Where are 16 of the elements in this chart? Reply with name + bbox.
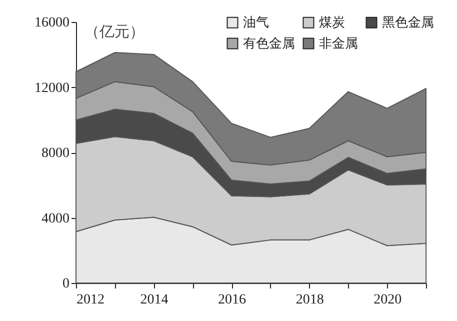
y-tick-label: 4000: [42, 211, 70, 226]
legend-label: 黑色金属: [382, 14, 434, 30]
legend-label: 非金属: [319, 36, 358, 50]
y-tick-label: 8000: [42, 146, 70, 161]
legend-label: 油气: [243, 14, 269, 30]
x-tick-label: 2016: [218, 292, 246, 308]
legend-label: 有色金属: [243, 36, 295, 50]
y-tick-label: 12000: [34, 80, 70, 96]
y-axis-title: （亿元）: [84, 24, 144, 40]
legend-label: 煤炭: [319, 14, 345, 30]
x-tick-label: 2018: [296, 292, 324, 308]
y-tick-label: 0: [62, 276, 70, 292]
x-tick-label: 2020: [374, 292, 402, 308]
x-tick-label: 2014: [140, 292, 168, 308]
y-tick-label: 16000: [34, 16, 70, 30]
x-tick-label: 2012: [76, 292, 104, 308]
